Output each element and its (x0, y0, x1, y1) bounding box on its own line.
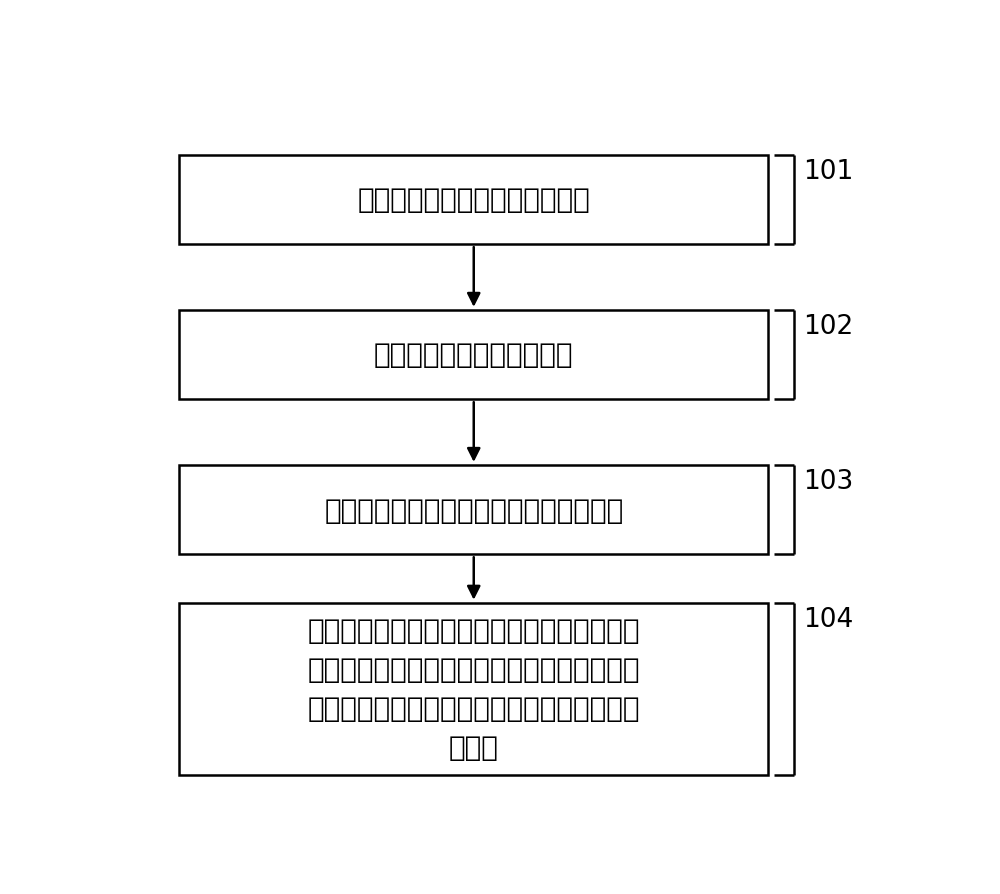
Text: 103: 103 (803, 468, 853, 494)
Bar (179, 603, 768, 775)
Text: 获取目标说话人的待测语音样本: 获取目标说话人的待测语音样本 (357, 186, 590, 215)
Bar (179, 156, 768, 245)
Text: 提取预处理后的待测语音样本的声学特征: 提取预处理后的待测语音样本的声学特征 (324, 496, 623, 524)
Text: 104: 104 (803, 606, 853, 632)
Bar (179, 310, 768, 400)
Text: 将声学特征输入到网络推理模块中得到声纹特
征向量，网络推理模块是由训练好的多层网络
训练模块经过重参数化转换成的单路结构的网
络模型: 将声学特征输入到网络推理模块中得到声纹特 征向量，网络推理模块是由训练好的多层网… (308, 617, 640, 762)
Text: 将待测语音样本进行预处理: 将待测语音样本进行预处理 (374, 342, 574, 369)
Bar (179, 465, 768, 554)
Text: 102: 102 (803, 314, 853, 340)
Text: 101: 101 (803, 159, 853, 185)
